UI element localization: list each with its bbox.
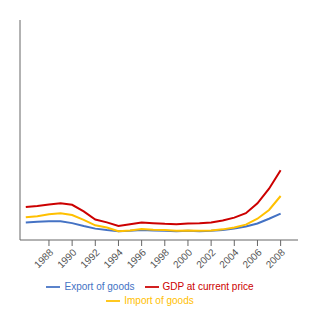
html-text:GDP at current price: GDP at current price [162,280,254,292]
svg-text:1992: 1992 [78,246,102,270]
svg-text:2004: 2004 [217,246,241,270]
html-text:Import of goods: Import of goods [124,294,194,306]
svg-text:2000: 2000 [171,246,195,270]
svg-text:1998: 1998 [148,246,172,270]
svg-text:2002: 2002 [194,246,218,270]
html-text:Export of goods: Export of goods [64,280,135,292]
svg-text:1990: 1990 [55,246,79,270]
svg-text:2006: 2006 [240,246,264,270]
svg-text:2008: 2008 [264,246,288,270]
svg-text:1994: 1994 [101,246,125,270]
svg-text:1988: 1988 [32,246,56,270]
svg-text:1996: 1996 [125,246,149,270]
